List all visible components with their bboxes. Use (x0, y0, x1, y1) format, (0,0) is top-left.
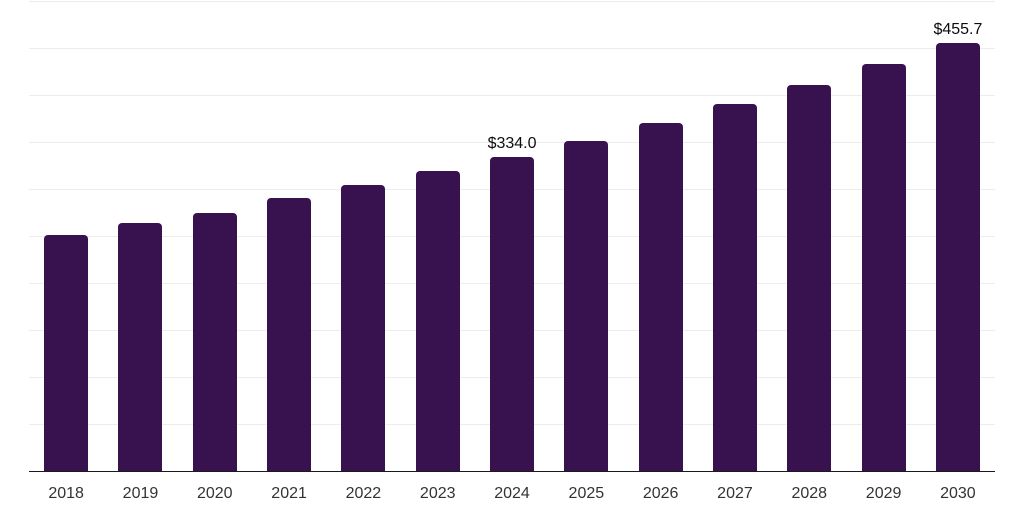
bar-2029 (861, 63, 906, 471)
x-tick-label: 2019 (122, 485, 159, 502)
bars-container: $334.0 $455.7 (29, 1, 995, 471)
bar-slot (698, 1, 772, 471)
plot-area: $334.0 $455.7 (29, 1, 995, 471)
x-tick-label: 2018 (48, 485, 84, 502)
bar-slot (326, 1, 400, 471)
bar-2021 (267, 198, 312, 471)
bar-value-label: $334.0 (487, 135, 537, 153)
bar-slot (549, 1, 623, 471)
bar-slot (29, 1, 103, 471)
bar-2028 (787, 84, 832, 471)
x-axis-tick-labels: 2018 2019 2020 2021 2022 2023 2024 2025 2026 2027… (29, 484, 995, 504)
bar-slot (624, 1, 698, 471)
bar-2023 (415, 171, 460, 471)
bar-slot (103, 1, 177, 471)
x-tick-label: 2020 (196, 485, 233, 502)
x-tick-label: 2025 (568, 485, 605, 502)
bar-slot (772, 1, 846, 471)
bar-2030 (935, 42, 980, 471)
x-tick-label: 2030 (940, 485, 976, 502)
bar-2027 (712, 104, 757, 471)
bar-slot (178, 1, 252, 471)
bar-2019 (118, 222, 163, 471)
x-tick-label: 2028 (791, 485, 828, 502)
bar-2025 (564, 141, 609, 471)
bar-slot: $334.0 (475, 1, 549, 471)
x-tick-label: 2029 (865, 485, 902, 502)
bar-2020 (192, 212, 237, 471)
x-tick-label: 2021 (271, 485, 307, 502)
bar-slot (252, 1, 326, 471)
bar-2026 (638, 123, 683, 471)
x-axis-line (29, 470, 995, 472)
x-tick-label: 2026 (642, 485, 679, 502)
x-tick-label: 2022 (345, 485, 382, 502)
bar-slot (401, 1, 475, 471)
bar-slot (846, 1, 920, 471)
x-tick-label: 2023 (419, 485, 456, 502)
bar-value-label: $455.7 (933, 20, 983, 38)
bar-2024 (490, 157, 535, 471)
bar-2022 (341, 185, 386, 471)
x-tick-label: 2024 (494, 485, 530, 502)
bar-slot: $455.7 (921, 1, 995, 471)
x-tick-label: 2027 (717, 485, 753, 502)
bar-2018 (44, 235, 89, 471)
